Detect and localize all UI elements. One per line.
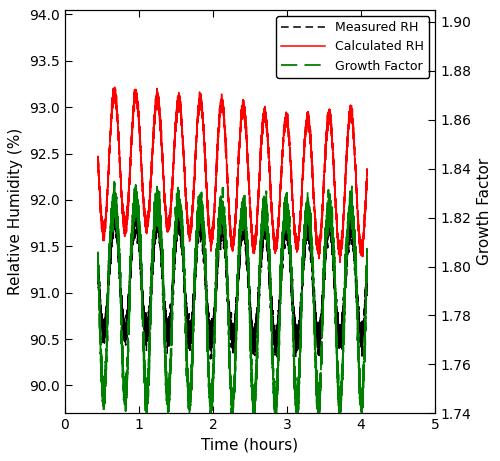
Growth Factor bbox=[294, 405, 300, 410]
Calculated RH bbox=[112, 84, 117, 90]
Calculated RH bbox=[266, 145, 272, 150]
Calculated RH bbox=[337, 260, 343, 265]
X-axis label: Time (hours): Time (hours) bbox=[202, 437, 298, 453]
Measured RH bbox=[133, 201, 139, 206]
Calculated RH bbox=[192, 152, 198, 158]
Calculated RH bbox=[364, 173, 370, 178]
Line: Growth Factor: Growth Factor bbox=[98, 182, 367, 424]
Y-axis label: Relative Humidity (%): Relative Humidity (%) bbox=[8, 128, 24, 295]
Measured RH bbox=[309, 262, 315, 267]
Measured RH bbox=[364, 267, 370, 273]
Growth Factor bbox=[364, 273, 370, 278]
Growth Factor bbox=[266, 254, 272, 260]
Measured RH bbox=[108, 242, 114, 248]
Growth Factor bbox=[112, 179, 117, 184]
Measured RH bbox=[254, 314, 260, 320]
Calculated RH bbox=[254, 211, 260, 216]
Growth Factor bbox=[95, 253, 101, 259]
Measured RH bbox=[192, 265, 198, 271]
Growth Factor bbox=[254, 348, 260, 353]
Line: Measured RH: Measured RH bbox=[98, 203, 367, 359]
Calculated RH bbox=[309, 160, 315, 165]
Legend: Measured RH, Calculated RH, Growth Factor: Measured RH, Calculated RH, Growth Facto… bbox=[276, 16, 429, 77]
Y-axis label: Growth Factor: Growth Factor bbox=[476, 158, 492, 265]
Growth Factor bbox=[108, 215, 114, 221]
Measured RH bbox=[294, 341, 300, 346]
Measured RH bbox=[95, 256, 101, 262]
Growth Factor bbox=[192, 245, 198, 251]
Calculated RH bbox=[108, 113, 114, 119]
Calculated RH bbox=[95, 154, 101, 160]
Measured RH bbox=[208, 356, 214, 362]
Line: Calculated RH: Calculated RH bbox=[98, 87, 367, 262]
Growth Factor bbox=[230, 421, 235, 426]
Calculated RH bbox=[294, 241, 300, 247]
Growth Factor bbox=[309, 250, 315, 256]
Measured RH bbox=[266, 265, 272, 270]
